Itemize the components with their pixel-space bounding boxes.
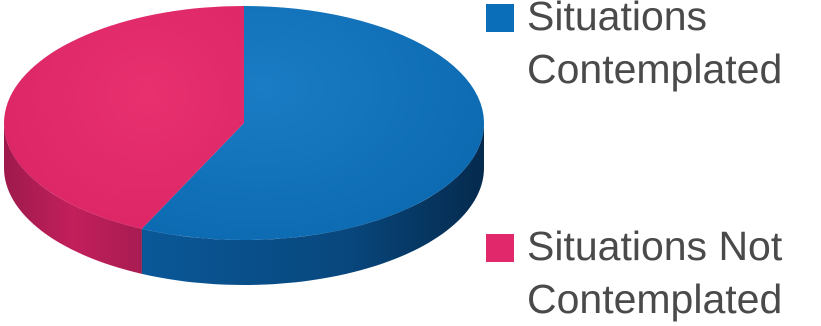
legend-swatch-situations-not-contemplated: [486, 234, 514, 262]
pie-slice-side-situations-contemplated: [141, 123, 484, 285]
pie-slice-situations-not-contemplated: [4, 6, 245, 229]
legend-swatch-situations-contemplated: [486, 4, 514, 32]
pie-slice-side-situations-not-contemplated: [4, 123, 142, 274]
legend-label-situations-not-contemplated: Situations Not Contemplated: [527, 223, 783, 322]
pie-chart-svg: [4, 5, 485, 285]
legend-label-situations-contemplated: Situations Contemplated: [527, 0, 783, 92]
pie-slice-situations-contemplated: [141, 5, 485, 240]
